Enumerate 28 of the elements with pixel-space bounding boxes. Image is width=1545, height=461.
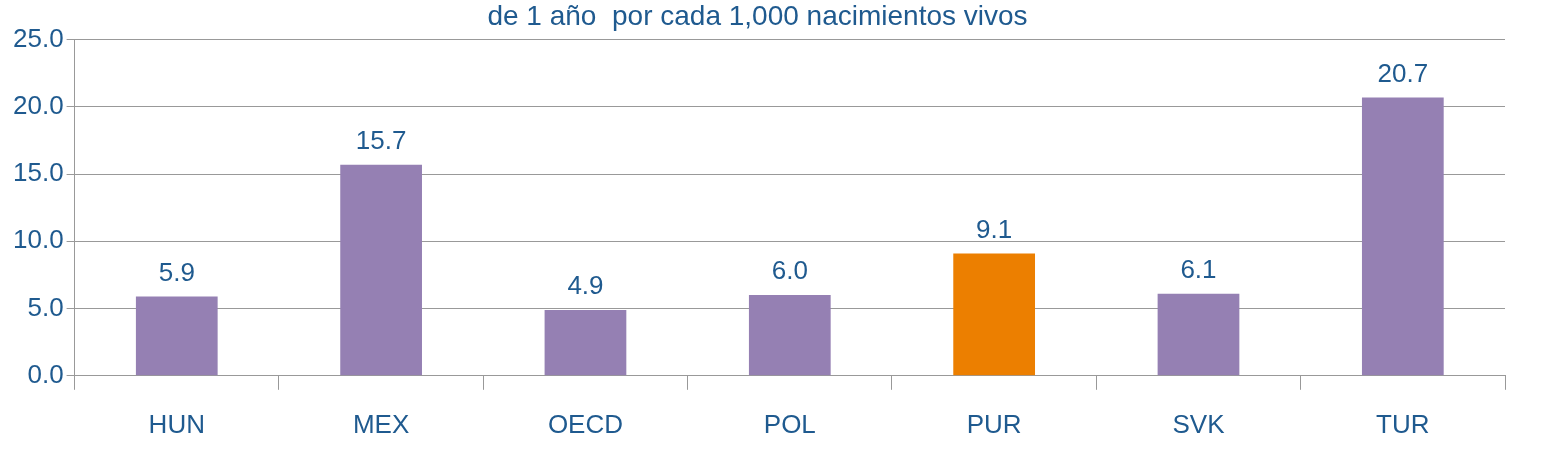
data-label: 15.7 <box>355 124 407 155</box>
data-label: 4.9 <box>567 270 604 301</box>
y-tick-label: 10.0 <box>12 224 64 255</box>
x-tick-label: SVK <box>1172 408 1226 439</box>
data-label: 5.9 <box>158 256 195 287</box>
x-tick-label: PUR <box>966 408 1022 439</box>
data-label: 6.1 <box>1180 253 1217 284</box>
x-tick-label: POL <box>763 408 816 439</box>
bar <box>1361 97 1444 376</box>
y-tick-label: 25.0 <box>12 22 64 53</box>
data-label: 6.0 <box>771 255 808 286</box>
bar <box>1157 293 1240 376</box>
bar <box>953 253 1036 376</box>
x-tick-label: TUR <box>1376 408 1430 439</box>
data-label: 9.1 <box>976 213 1013 244</box>
chart-title: de 1 año por cada 1,000 nacimientos vivos <box>487 0 1028 31</box>
x-tick-label: HUN <box>148 408 205 439</box>
data-label: 20.7 <box>1377 57 1429 88</box>
bar <box>748 295 831 376</box>
y-tick-label: 5.0 <box>27 291 64 322</box>
bar <box>544 309 627 376</box>
y-tick-label: 20.0 <box>12 90 64 121</box>
bar <box>135 296 218 376</box>
x-tick-label: OECD <box>547 408 624 439</box>
y-tick-label: 15.0 <box>12 157 64 188</box>
y-tick-label: 0.0 <box>27 358 64 389</box>
x-tick-label: MEX <box>352 408 410 439</box>
bar <box>340 164 422 376</box>
